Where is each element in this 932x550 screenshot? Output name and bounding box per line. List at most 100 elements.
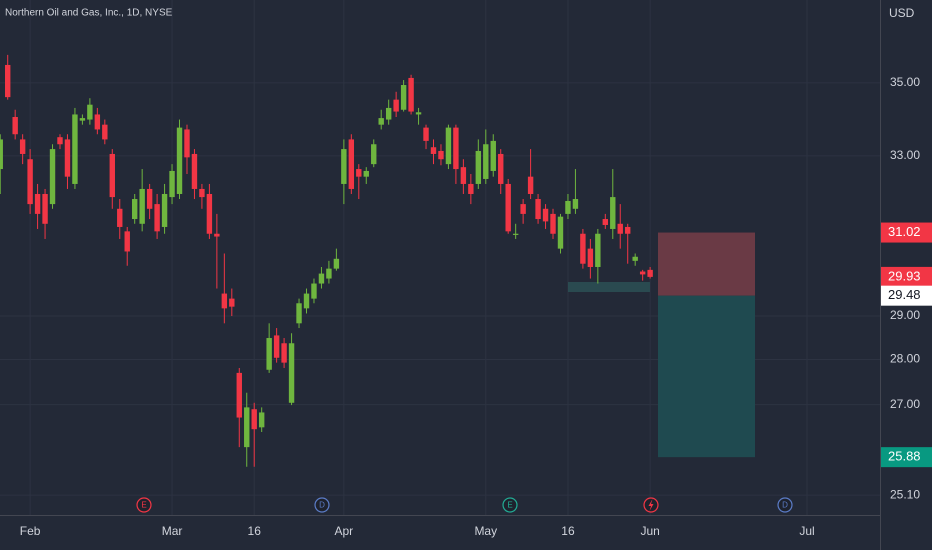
candle-body	[296, 303, 302, 324]
candle-body	[229, 298, 235, 307]
candle-body	[12, 117, 18, 135]
candle-body	[273, 335, 280, 358]
price-label-bg	[881, 266, 932, 287]
candle-body	[94, 114, 101, 130]
candle-body	[49, 149, 56, 205]
candle-body	[356, 169, 362, 177]
candle-body	[490, 140, 496, 171]
event-label: E	[141, 501, 146, 510]
candle-body	[27, 159, 33, 205]
price-label: 25.88	[888, 449, 921, 464]
price-label-bg	[881, 222, 932, 243]
candle-body	[311, 283, 317, 299]
candle-body	[266, 338, 272, 370]
candle-body	[535, 199, 541, 220]
candle-body	[117, 208, 123, 227]
event-marker	[314, 497, 330, 513]
candle-body	[527, 176, 534, 194]
candle-body	[632, 256, 638, 261]
event-label: D	[782, 501, 788, 510]
candle-body	[87, 104, 93, 120]
y-tick-label: 27.00	[890, 397, 920, 411]
candle-body	[617, 223, 623, 234]
event-icon	[648, 499, 654, 511]
x-tick-label: Jul	[799, 524, 814, 538]
candle-body	[161, 193, 168, 227]
event-marker	[136, 497, 152, 513]
candle-body	[348, 139, 355, 189]
candle-body	[109, 153, 115, 198]
candle-body	[258, 412, 265, 428]
candle-body	[131, 199, 138, 220]
candle-body	[438, 150, 444, 160]
candle-body	[176, 127, 183, 194]
candle-body	[512, 233, 519, 235]
candle-body	[453, 127, 459, 170]
candle-body	[102, 124, 108, 140]
event-label: E	[507, 501, 512, 510]
candle-body	[184, 129, 190, 158]
candle-body	[79, 118, 86, 121]
candle-body	[64, 139, 71, 177]
candle-body	[430, 147, 437, 154]
candle-body	[475, 150, 482, 184]
candle-body	[34, 193, 41, 214]
candle-body	[124, 231, 130, 252]
candle-body	[595, 233, 601, 267]
candle-body	[146, 188, 153, 209]
candle-body	[610, 197, 616, 229]
chart-title: Northern Oil and Gas, Inc., 1D, NYSE	[5, 8, 173, 19]
price-label-bg	[881, 447, 932, 468]
candle-body	[483, 144, 489, 179]
x-tick-label: Apr	[335, 524, 354, 538]
candle-body	[318, 273, 325, 284]
candle-body	[625, 226, 631, 234]
stop-zone	[658, 232, 755, 296]
axes: 35.00 33.00 29.00 28.00 27.00 25.10 Feb Mar 16 Ap…	[20, 75, 932, 538]
candle-body	[580, 233, 586, 264]
candle-body	[326, 268, 332, 279]
candle-body	[281, 343, 287, 363]
candle-body	[244, 407, 250, 448]
candle-body	[542, 208, 549, 222]
y-tick-label: 29.00	[890, 308, 920, 322]
candle-body	[363, 170, 369, 177]
price-label-bg	[881, 285, 932, 306]
x-tick-label: May	[474, 524, 497, 538]
candle-body	[468, 183, 474, 194]
candle-body	[214, 233, 220, 237]
candle-body	[251, 409, 257, 430]
candle-body	[587, 248, 594, 267]
price-label: 29.93	[888, 268, 921, 283]
candle-body	[408, 77, 414, 112]
candle-body	[154, 204, 160, 232]
candle-body	[647, 269, 653, 277]
candle-body	[303, 293, 310, 309]
x-tick-label: 16	[248, 524, 262, 538]
candle-body	[371, 144, 377, 165]
range-box	[568, 282, 650, 292]
x-tick-label: 16	[561, 524, 575, 538]
candles	[0, 54, 653, 467]
y-tick-label: 33.00	[890, 148, 920, 162]
y-tick-label: 35.00	[890, 75, 920, 89]
candle-body	[19, 139, 26, 154]
candle-body	[639, 271, 646, 275]
candle-body	[415, 112, 422, 115]
candle-body	[0, 139, 3, 170]
x-tick-label: Mar	[162, 524, 183, 538]
candle-body	[72, 114, 78, 184]
candle-body	[5, 64, 11, 98]
event-marker	[502, 497, 518, 513]
candle-body	[557, 216, 564, 249]
y-tick-label: 28.00	[890, 352, 920, 366]
event-label: D	[319, 501, 325, 510]
candle-body	[341, 149, 347, 184]
price-label: 31.02	[888, 224, 921, 239]
candle-body	[423, 127, 429, 141]
candle-body	[393, 99, 399, 112]
candle-body	[333, 258, 340, 269]
candle-body	[400, 85, 407, 110]
